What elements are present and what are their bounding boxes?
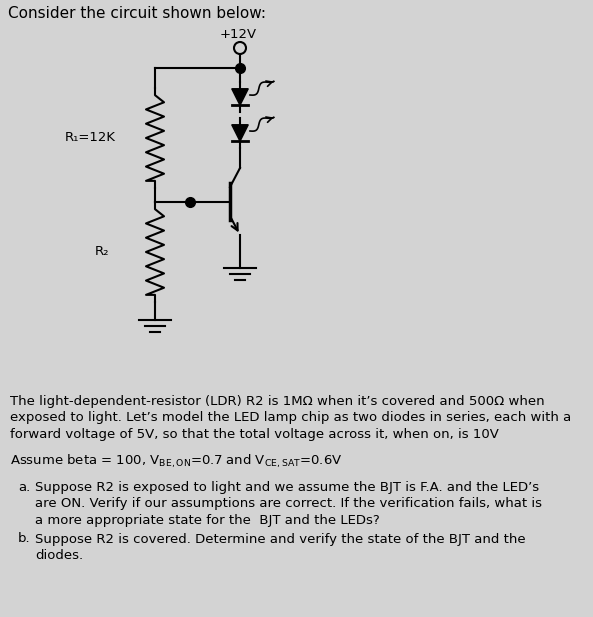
Text: exposed to light. Let’s model the LED lamp chip as two diodes in series, each wi: exposed to light. Let’s model the LED la… xyxy=(10,412,571,424)
Text: +12V: +12V xyxy=(220,28,257,41)
Text: b.: b. xyxy=(18,532,31,545)
Text: forward voltage of 5V, so that the total voltage across it, when on, is 10V: forward voltage of 5V, so that the total… xyxy=(10,428,499,441)
Text: Assume beta = 100, V$_{\rm BE,ON}$=0.7 and V$_{\rm CE,SAT}$=0.6V: Assume beta = 100, V$_{\rm BE,ON}$=0.7 a… xyxy=(10,452,343,470)
Text: Consider the circuit shown below:: Consider the circuit shown below: xyxy=(8,6,266,21)
Polygon shape xyxy=(232,89,248,106)
Text: are ON. Verify if our assumptions are correct. If the verification fails, what i: are ON. Verify if our assumptions are co… xyxy=(35,497,542,510)
Text: diodes.: diodes. xyxy=(35,549,83,562)
Text: Suppose R2 is covered. Determine and verify the state of the BJT and the: Suppose R2 is covered. Determine and ver… xyxy=(35,532,525,545)
Text: R₂: R₂ xyxy=(95,245,110,258)
Text: a.: a. xyxy=(18,481,30,494)
Polygon shape xyxy=(232,125,248,141)
Text: a more appropriate state for the  BJT and the LEDs?: a more appropriate state for the BJT and… xyxy=(35,514,380,527)
Text: Suppose R2 is exposed to light and we assume the BJT is F.A. and the LED’s: Suppose R2 is exposed to light and we as… xyxy=(35,481,539,494)
Text: R₁=12K: R₁=12K xyxy=(65,131,116,144)
Text: The light-dependent-resistor (LDR) R2 is 1MΩ when it’s covered and 500Ω when: The light-dependent-resistor (LDR) R2 is… xyxy=(10,395,544,408)
